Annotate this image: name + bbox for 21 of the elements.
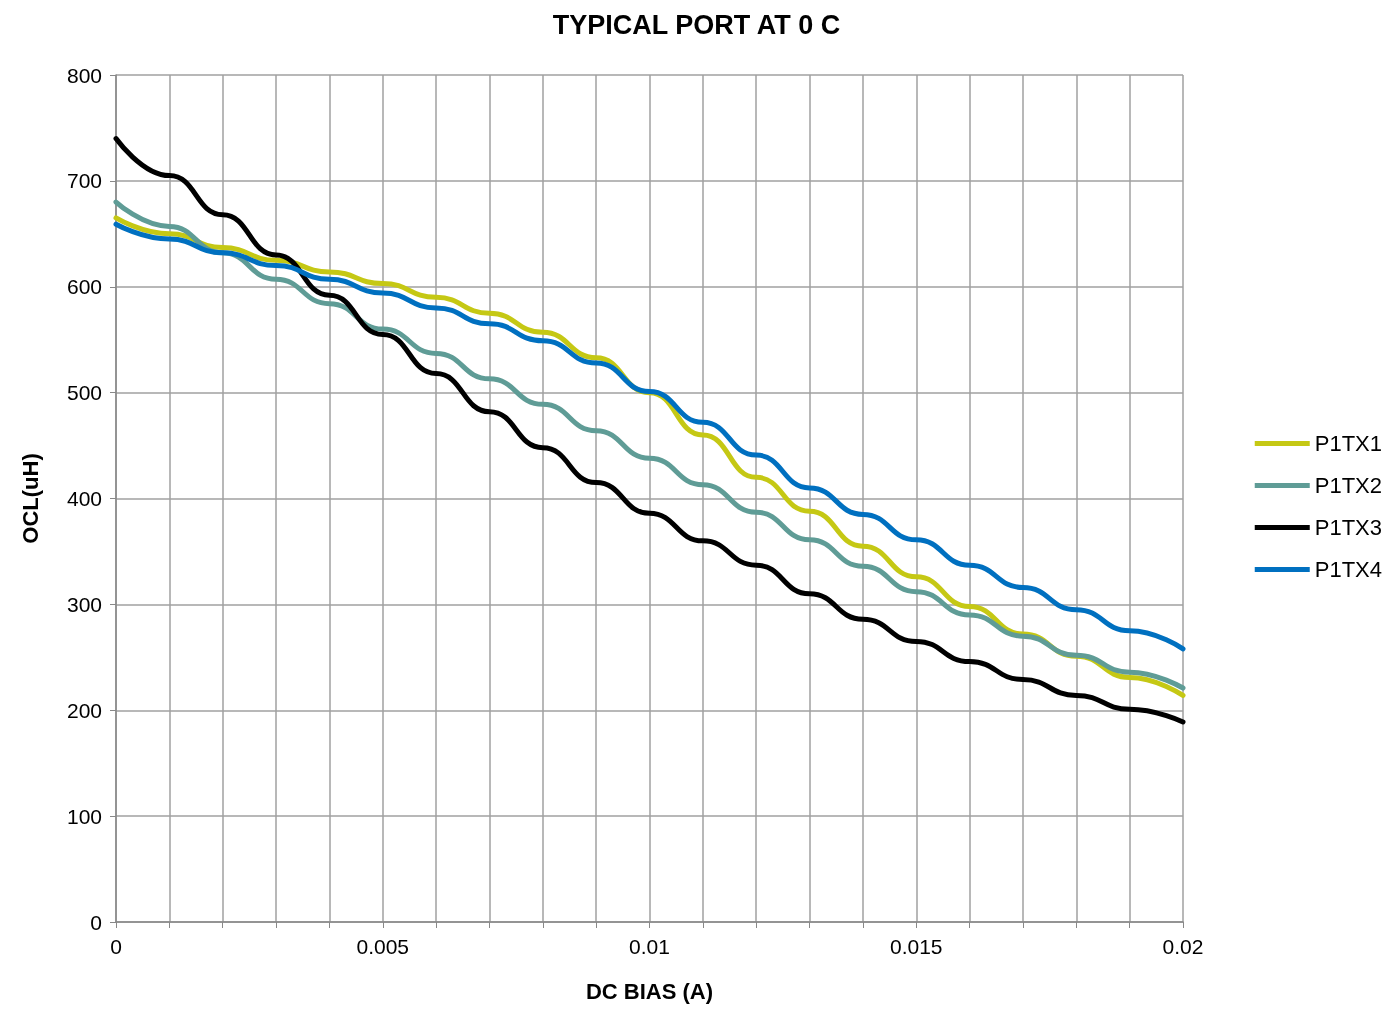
y-tick-label: 700: [66, 169, 102, 193]
x-tick-label: 0.01: [629, 935, 670, 958]
y-tick-label: 0: [90, 910, 102, 934]
x-tick-label: 0: [110, 935, 122, 958]
legend-label: P1TX1: [1314, 431, 1383, 456]
y-tick-label: 200: [66, 698, 102, 722]
y-tick-label: 600: [66, 275, 102, 299]
x-tick-label: 0.02: [1162, 935, 1204, 958]
x-tick-label: 0.005: [356, 935, 410, 958]
y-axis-title: OCL(uH): [17, 453, 43, 544]
legend-label: P1TX2: [1314, 473, 1383, 498]
y-tick-label: 100: [66, 804, 102, 828]
x-tick-label: 0.015: [889, 935, 943, 958]
x-axis-title: DC BIAS (A): [585, 978, 714, 1004]
y-tick-label: 800: [66, 63, 102, 87]
y-tick-label: 400: [66, 487, 102, 510]
chart-title: TYPICAL PORT AT 0 C: [552, 9, 841, 40]
y-tick-label: 500: [66, 381, 102, 405]
y-tick-label: 300: [66, 592, 102, 616]
legend-label: P1TX4: [1314, 557, 1383, 582]
legend-label: P1TX3: [1314, 515, 1383, 540]
